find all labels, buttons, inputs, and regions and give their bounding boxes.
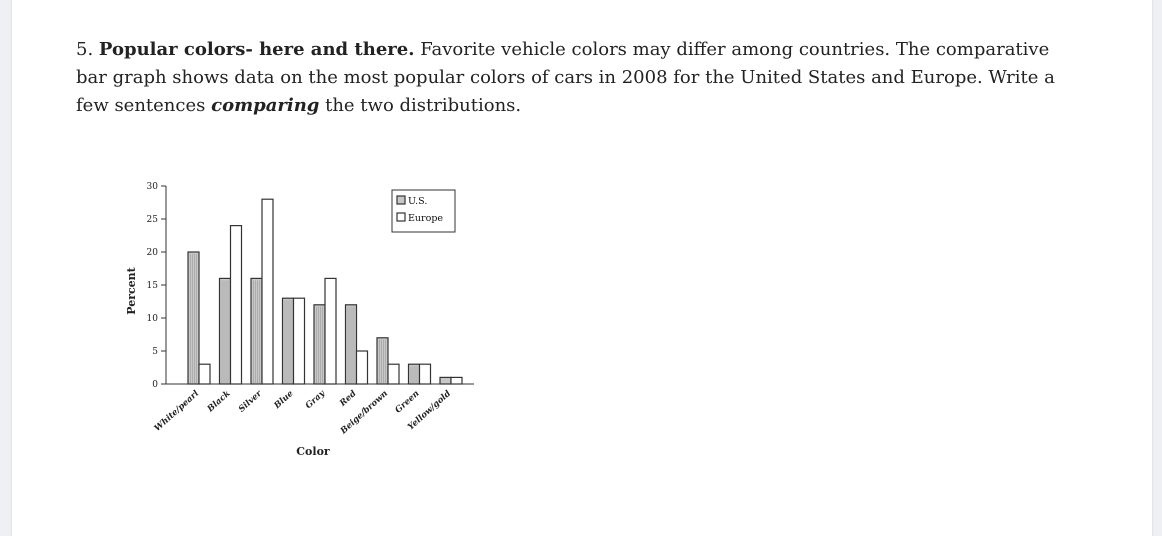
x-tick-label: Black	[205, 389, 233, 415]
y-axis-title: Percent	[125, 266, 138, 314]
document-page: 5. Popular colors- here and there. Favor…	[12, 0, 1152, 536]
bar-europe	[450, 376, 463, 385]
y-tick-label: 10	[147, 314, 159, 324]
x-tick-label: Green	[393, 389, 421, 416]
question-body-end: the two distributions.	[325, 95, 522, 116]
legend: U.S. Europe	[391, 189, 456, 233]
legend-swatch-europe	[396, 212, 406, 222]
bar-us	[376, 337, 389, 385]
bar-us	[250, 277, 263, 385]
bar-us	[218, 277, 232, 385]
bar-europe	[355, 350, 369, 385]
legend-label-us: U.S.	[408, 196, 427, 207]
legend-label-europe: Europe	[408, 213, 443, 224]
x-axis-labels: White/pearl Black Silver Blue Gray RedBeige/b…	[153, 388, 453, 437]
x-tick-label: Silver	[237, 388, 264, 414]
x-tick-label: Blue	[272, 388, 296, 411]
x-axis-title: Color	[296, 445, 330, 458]
bar-europe	[418, 363, 432, 385]
x-tick-label: White/pearl	[153, 388, 202, 433]
y-tick-label: 15	[147, 281, 159, 291]
y-tick-label: 0	[152, 380, 158, 390]
y-tick-label: 30	[147, 182, 159, 192]
question-body: Favorite vehicle colors may differ among…	[76, 39, 1055, 116]
bars-group	[187, 198, 463, 385]
bar-europe	[261, 198, 274, 385]
bar-europe	[387, 363, 400, 385]
question-number: 5.	[76, 39, 94, 60]
legend-swatch-us	[396, 195, 406, 205]
bar-us	[344, 304, 358, 385]
y-tick-label: 25	[147, 215, 159, 225]
x-tick-label: Gray	[304, 388, 328, 411]
bar-us	[439, 376, 452, 385]
x-tick-label: Red	[337, 389, 358, 409]
bar-us	[187, 251, 200, 385]
bar-us	[407, 363, 421, 385]
bar-europe	[292, 297, 306, 385]
question-text: 5. Popular colors- here and there. Favor…	[76, 36, 1076, 120]
bar-us	[281, 297, 295, 385]
y-tick-label: 20	[147, 248, 159, 258]
question-title: Popular colors- here and there.	[98, 39, 415, 60]
bar-us	[313, 304, 326, 385]
y-tick-label: 5	[152, 347, 158, 357]
bar-europe	[229, 225, 243, 385]
question-emphasis: comparing	[211, 95, 320, 116]
bar-europe	[198, 363, 211, 385]
bar-europe	[324, 277, 337, 385]
